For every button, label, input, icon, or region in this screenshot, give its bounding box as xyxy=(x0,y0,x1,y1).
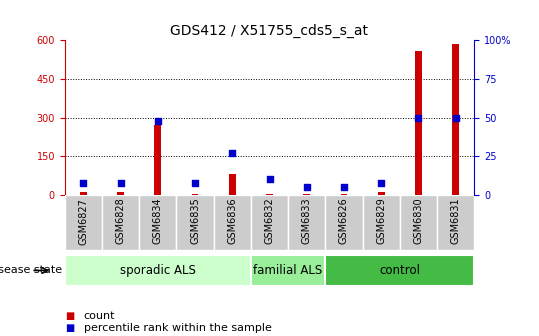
Text: GSM6830: GSM6830 xyxy=(413,198,424,244)
Point xyxy=(116,180,125,185)
Text: GSM6832: GSM6832 xyxy=(265,198,274,244)
Text: GSM6826: GSM6826 xyxy=(339,198,349,244)
Bar xyxy=(326,255,474,286)
Bar xyxy=(251,255,326,286)
Bar xyxy=(213,195,251,250)
Text: ■: ■ xyxy=(65,323,74,333)
Point xyxy=(265,177,274,182)
Point xyxy=(414,115,423,120)
Bar xyxy=(415,51,422,195)
Text: ■: ■ xyxy=(65,311,74,321)
Text: GSM6829: GSM6829 xyxy=(376,198,386,244)
Bar xyxy=(139,195,176,250)
Bar xyxy=(303,194,310,195)
Bar xyxy=(155,125,161,195)
Point xyxy=(451,115,460,120)
Bar xyxy=(400,195,437,250)
Text: control: control xyxy=(379,264,420,277)
Text: GSM6835: GSM6835 xyxy=(190,198,200,244)
Bar xyxy=(363,195,400,250)
Bar xyxy=(341,194,347,195)
Text: GSM6836: GSM6836 xyxy=(227,198,237,244)
Text: sporadic ALS: sporadic ALS xyxy=(120,264,196,277)
Point xyxy=(340,184,348,190)
Point xyxy=(228,151,237,156)
Bar xyxy=(251,195,288,250)
Bar xyxy=(65,255,251,286)
Bar xyxy=(437,195,474,250)
Bar xyxy=(80,192,87,195)
Bar xyxy=(65,195,102,250)
Point xyxy=(191,180,199,185)
Bar xyxy=(288,195,326,250)
Point xyxy=(154,118,162,123)
Point xyxy=(302,184,311,190)
Point xyxy=(79,180,88,185)
Title: GDS412 / X51755_cds5_s_at: GDS412 / X51755_cds5_s_at xyxy=(170,24,369,38)
Point xyxy=(377,180,385,185)
Text: disease state: disease state xyxy=(0,265,62,276)
Bar xyxy=(117,192,124,195)
Text: GSM6833: GSM6833 xyxy=(302,198,312,244)
Text: GSM6831: GSM6831 xyxy=(451,198,461,244)
Text: GSM6827: GSM6827 xyxy=(78,198,88,245)
Text: percentile rank within the sample: percentile rank within the sample xyxy=(84,323,272,333)
Bar xyxy=(192,194,198,195)
Bar xyxy=(266,194,273,195)
Bar xyxy=(176,195,213,250)
Bar xyxy=(326,195,363,250)
Bar xyxy=(452,44,459,195)
Bar xyxy=(378,192,384,195)
Text: GSM6834: GSM6834 xyxy=(153,198,163,244)
Bar xyxy=(229,174,236,195)
Text: familial ALS: familial ALS xyxy=(253,264,323,277)
Text: GSM6828: GSM6828 xyxy=(115,198,126,244)
Bar xyxy=(102,195,139,250)
Text: count: count xyxy=(84,311,115,321)
